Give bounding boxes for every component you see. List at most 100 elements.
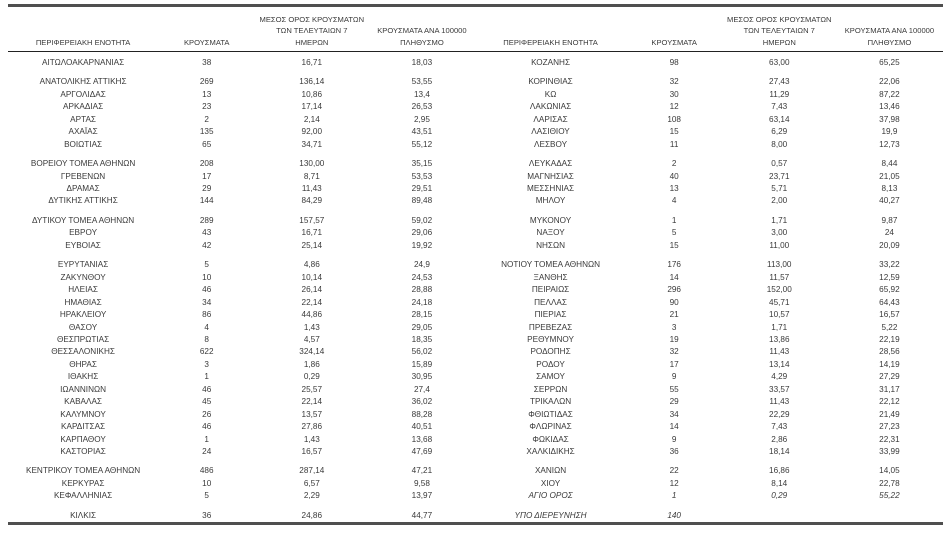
cases-cell: 2 — [671, 159, 677, 169]
cases-cell: 5 — [204, 260, 209, 270]
avg7-cell: 6,29 — [771, 127, 788, 137]
cases-cell: 1 — [204, 434, 209, 444]
avg7-cell: 23,71 — [769, 171, 790, 181]
avg7-cell: 11,00 — [769, 240, 790, 250]
cases-cell: 46 — [202, 384, 212, 394]
cases-cell: 21 — [669, 310, 679, 320]
per100k-cell: 31,17 — [879, 384, 900, 394]
avg7-cell: 22,14 — [301, 397, 323, 407]
region-name-cell: ΡΕΘΥΜΝΟΥ — [527, 334, 574, 344]
avg7-cell — [723, 503, 836, 510]
avg7-cell: 11,43 — [769, 347, 790, 357]
table-row: ΘΗΡΑΣ 3 1,86 15,89 ΡΟΔΟΥ 17 13,14 14,19 — [8, 359, 943, 371]
cases-cell: 45 — [202, 397, 212, 407]
cases-cell — [158, 252, 255, 259]
table-row: ΚΑΛΥΜΝΟΥ 26 13,57 88,28 ΦΘΙΩΤΙΔΑΣ 34 22,29 21,4… — [8, 409, 943, 421]
region-name-cell: ΚΙΛΚΙΣ — [70, 510, 97, 520]
cases-cell: 14 — [669, 422, 679, 432]
per100k-cell: 28,56 — [879, 347, 900, 357]
cases-cell: 26 — [202, 409, 212, 419]
avg7-cell: 8,14 — [771, 478, 788, 488]
table-row: ΔΥΤΙΚΟΥ ΤΟΜΕΑ ΑΘΗΝΩΝ 289 157,57 59,02 ΜΥΚΟΝΟ… — [8, 215, 943, 227]
per100k-cell: 12,59 — [879, 272, 900, 282]
avg7-cell: 5,71 — [771, 183, 788, 193]
region-name-cell: ΜΥΚΟΝΟΥ — [529, 215, 572, 225]
table-row: ΕΥΒΟΙΑΣ 42 25,14 19,92 ΝΗΣΩΝ 15 11,00 20,09 — [8, 240, 943, 252]
region-name-cell: ΛΕΣΒΟΥ — [534, 139, 568, 149]
avg7-cell: 2,14 — [303, 114, 320, 124]
region-name-cell: ΖΑΚΥΝΘΟΥ — [60, 272, 106, 282]
cases-cell — [626, 208, 723, 215]
region-name-cell: ΜΑΓΝΗΣΙΑΣ — [527, 171, 574, 181]
cases-cell: 5 — [204, 491, 209, 501]
region-name-cell: ΝΟΤΙΟΥ ΤΟΜΕΑ ΑΘΗΝΩΝ — [501, 260, 601, 270]
avg7-cell: 17,14 — [301, 102, 323, 112]
region-name-cell: ΚΑΒΑΛΑΣ — [64, 397, 102, 407]
region-name-cell: ΑΙΤΩΛΟΑΚΑΡΝΑΝΙΑΣ — [42, 57, 125, 67]
per100k-cell: 15,89 — [411, 359, 433, 369]
region-name-cell: ΡΟΔΟΠΗΣ — [530, 347, 571, 357]
cases-cell: 32 — [669, 347, 679, 357]
cases-cell — [626, 503, 723, 510]
header-region-right: ΠΕΡΙΦΕΡΕΙΑΚΗ ΕΝΟΤΗΤΑ — [475, 5, 626, 52]
region-name-cell: ΚΕΝΤΡΙΚΟΥ ΤΟΜΕΑ ΑΘΗΝΩΝ — [25, 466, 141, 476]
table-row: ΕΥΡΥΤΑΝΙΑΣ 5 4,86 24,9 ΝΟΤΙΟΥ ΤΟΜΕΑ ΑΘΗΝΩΝ 17… — [8, 259, 943, 271]
per100k-cell: 20,09 — [879, 240, 900, 250]
avg7-cell — [255, 69, 368, 76]
per100k-cell: 40,51 — [411, 422, 433, 432]
per100k-cell — [836, 503, 943, 510]
region-name-cell: ΛΕΥΚΑΔΑΣ — [528, 159, 573, 169]
region-name-cell: ΝΗΣΩΝ — [536, 240, 565, 250]
cases-cell: 36 — [669, 447, 679, 457]
region-name-cell — [8, 151, 158, 158]
cases-cell: 19 — [669, 334, 679, 344]
table-row: ΚΕΝΤΡΙΚΟΥ ΤΟΜΕΑ ΑΘΗΝΩΝ 486 287,14 47,21 ΧΑΝΙ… — [8, 465, 943, 477]
per100k-cell: 5,22 — [881, 322, 898, 332]
covid-regional-cases-table: ΠΕΡΙΦΕΡΕΙΑΚΗ ΕΝΟΤΗΤΑ ΚΡΟΥΣΜΑΤΑ ΜΕΣΟΣ ΟΡΟ… — [8, 4, 943, 526]
per100k-cell — [836, 510, 943, 524]
cases-cell: 144 — [199, 196, 214, 206]
avg7-cell: 11,43 — [301, 183, 322, 193]
table-row: ΑΝΑΤΟΛΙΚΗΣ ΑΤΤΙΚΗΣ 269 136,14 53,55 ΚΟΡΙΝΘΙΑ… — [8, 76, 943, 88]
per100k-cell — [836, 151, 943, 158]
header-cases-right: ΚΡΟΥΣΜΑΤΑ — [625, 5, 723, 52]
per100k-cell: 9,58 — [413, 478, 430, 488]
region-name-cell: ΣΑΜΟΥ — [536, 372, 565, 382]
cases-cell: 3 — [204, 359, 209, 369]
per100k-cell: 89,48 — [411, 196, 433, 206]
cases-cell: 4 — [204, 322, 209, 332]
region-name-cell: ΑΓΙΟ ΟΡΟΣ — [528, 491, 573, 501]
per100k-cell: 88,28 — [411, 409, 433, 419]
per100k-cell — [368, 503, 475, 510]
spacer-row — [8, 458, 943, 465]
per100k-cell: 35,15 — [411, 159, 433, 169]
region-name-cell: ΡΟΔΟΥ — [536, 359, 565, 369]
per100k-cell: 19,9 — [881, 127, 898, 137]
region-name-cell: ΕΥΡΥΤΑΝΙΑΣ — [57, 260, 109, 270]
avg7-cell: 33,57 — [769, 384, 790, 394]
table-row: ΘΕΣΣΑΛΟΝΙΚΗΣ 622 324,14 56,02 ΡΟΔΟΠΗΣ 32 11,43… — [8, 346, 943, 358]
table-row: ΑΡΤΑΣ 2 2,14 2,95 ΛΑΡΙΣΑΣ 108 63,14 37,98 — [8, 114, 943, 126]
avg7-cell: 1,86 — [303, 359, 320, 369]
avg7-cell: 22,29 — [769, 409, 790, 419]
region-name-cell: ΧΙΟΥ — [540, 478, 561, 488]
table-row: ΒΟΙΩΤΙΑΣ 65 34,71 55,12 ΛΕΣΒΟΥ 11 8,00 12,73 — [8, 139, 943, 151]
per100k-cell: 30,95 — [411, 372, 433, 382]
avg7-cell: 10,57 — [769, 310, 790, 320]
avg7-cell: 16,71 — [301, 228, 323, 238]
per100k-cell: 87,22 — [879, 89, 900, 99]
per100k-cell: 47,69 — [411, 447, 433, 457]
region-name-cell: ΘΕΣΣΑΛΟΝΙΚΗΣ — [51, 347, 115, 357]
region-name-cell: ΔΥΤΙΚΗΣ ΑΤΤΙΚΗΣ — [48, 196, 118, 206]
region-name-cell — [8, 208, 158, 215]
cases-cell: 289 — [199, 215, 214, 225]
avg7-cell: 10,86 — [301, 89, 323, 99]
per100k-cell: 53,55 — [411, 77, 433, 87]
avg7-cell: 16,71 — [301, 57, 323, 67]
table-header: ΠΕΡΙΦΕΡΕΙΑΚΗ ΕΝΟΤΗΤΑ ΚΡΟΥΣΜΑΤΑ ΜΕΣΟΣ ΟΡΟ… — [8, 5, 943, 52]
avg7-cell: 16,86 — [769, 466, 790, 476]
spacer-row — [8, 208, 943, 215]
cases-cell: 9 — [671, 372, 677, 382]
spacer-row — [8, 69, 943, 76]
region-name-cell: ΧΑΛΚΙΔΙΚΗΣ — [526, 447, 575, 457]
